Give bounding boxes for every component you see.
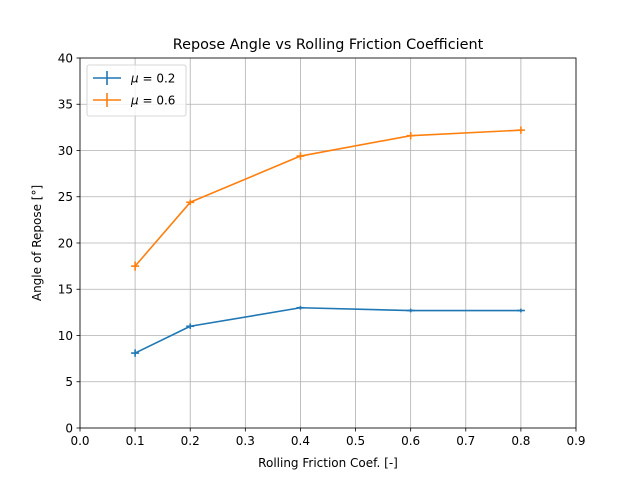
y-tick-label: 40: [58, 51, 73, 65]
y-tick-label: 20: [58, 236, 73, 250]
x-tick-label: 0.2: [181, 434, 200, 448]
legend-entry: μ = 0.2: [93, 71, 175, 85]
series-layer: [131, 126, 525, 357]
x-tick-label: 0.5: [346, 434, 365, 448]
series-0: [131, 305, 525, 357]
y-tick-label: 0: [65, 421, 73, 435]
series-1: [131, 126, 525, 271]
x-tick-label: 0.3: [236, 434, 255, 448]
legend: μ = 0.2μ = 0.6: [86, 64, 187, 117]
chart-title: Repose Angle vs Rolling Friction Coeffic…: [173, 37, 484, 53]
legend-label-symbol: μ: [130, 93, 139, 107]
y-tick-label: 25: [58, 190, 73, 204]
series-line: [134, 306, 521, 354]
y-tick-label: 15: [58, 283, 73, 297]
legend-label-value: = 0.2: [139, 71, 176, 85]
x-tick-label: 0.8: [511, 434, 530, 448]
y-tick-label: 30: [58, 144, 73, 158]
y-tick-label: 10: [58, 329, 73, 343]
y-tick-label: 5: [65, 375, 73, 389]
y-tick-label: 35: [58, 98, 73, 112]
x-axis-label: Rolling Friction Coef. [-]: [258, 456, 398, 470]
legend-label: μ = 0.2: [130, 71, 175, 85]
legend-label-symbol: μ: [130, 71, 139, 85]
y-axis-label: Angle of Repose [°]: [30, 185, 44, 301]
x-tick-label: 0.4: [291, 434, 310, 448]
x-tick-label: 0.9: [566, 434, 585, 448]
x-tick-label: 0.1: [126, 434, 145, 448]
x-tick-label: 0.0: [70, 434, 89, 448]
x-tick-label: 0.6: [401, 434, 420, 448]
x-tick-label: 0.7: [456, 434, 475, 448]
ticks: 0.0 0.1 0.2 0.3 0.4 0.5 0.6 0.7 0.8 0.9 0 5 10 15 20 25…: [58, 51, 586, 448]
legend-label: μ = 0.6: [130, 93, 175, 107]
legend-entry: μ = 0.6: [93, 93, 175, 107]
legend-label-value: = 0.6: [139, 93, 176, 107]
